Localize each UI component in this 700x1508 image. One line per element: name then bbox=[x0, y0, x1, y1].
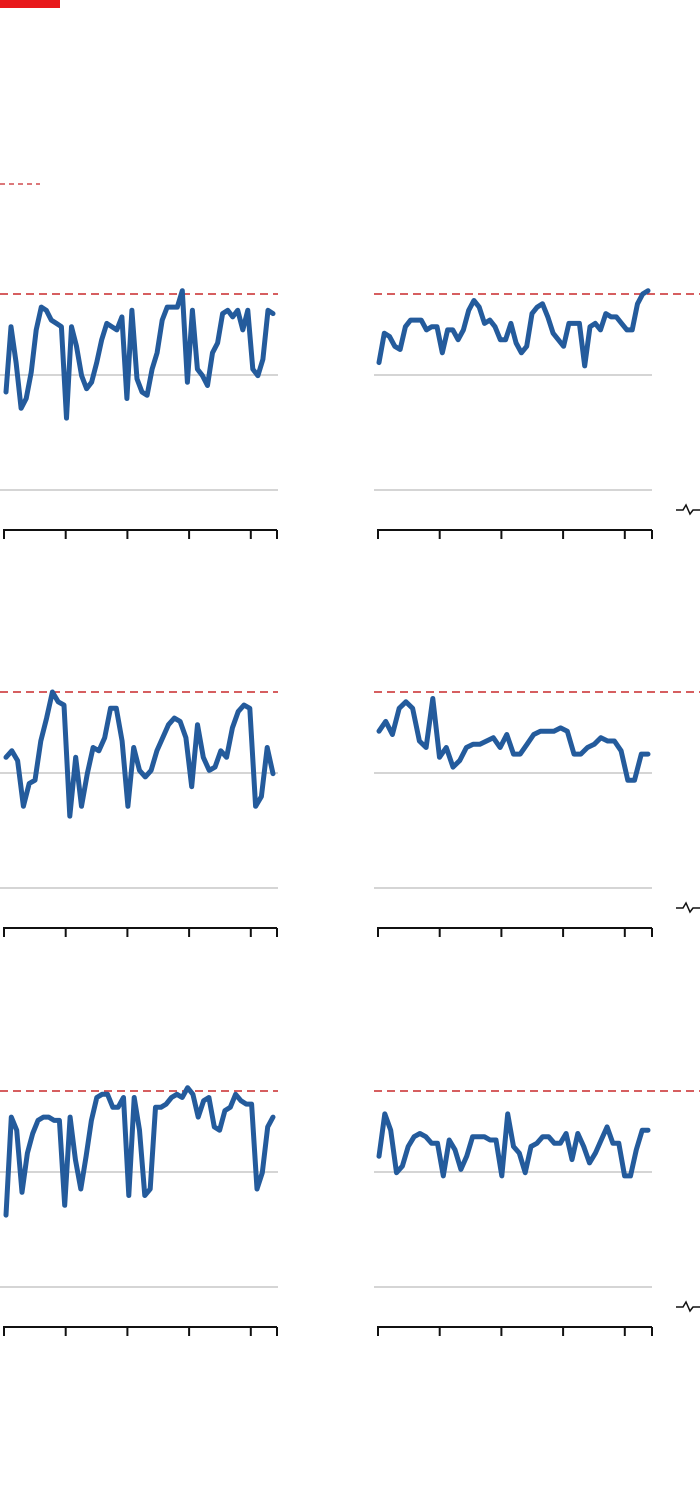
line-break-icon bbox=[676, 1300, 700, 1313]
line-break-icon bbox=[676, 503, 700, 516]
panel-6 bbox=[374, 1090, 700, 1336]
series-line bbox=[376, 1111, 651, 1179]
series-line bbox=[3, 689, 276, 819]
panel-4 bbox=[374, 691, 700, 937]
series-line bbox=[376, 288, 651, 369]
panel-5 bbox=[0, 1085, 278, 1336]
series-line bbox=[376, 696, 651, 783]
accent-bar bbox=[0, 0, 60, 8]
series-line bbox=[3, 288, 276, 421]
series-line bbox=[3, 1085, 276, 1218]
line-break-icon bbox=[676, 901, 700, 914]
panel-3 bbox=[0, 689, 278, 937]
panel-1 bbox=[0, 288, 278, 539]
panel-2 bbox=[374, 288, 700, 539]
